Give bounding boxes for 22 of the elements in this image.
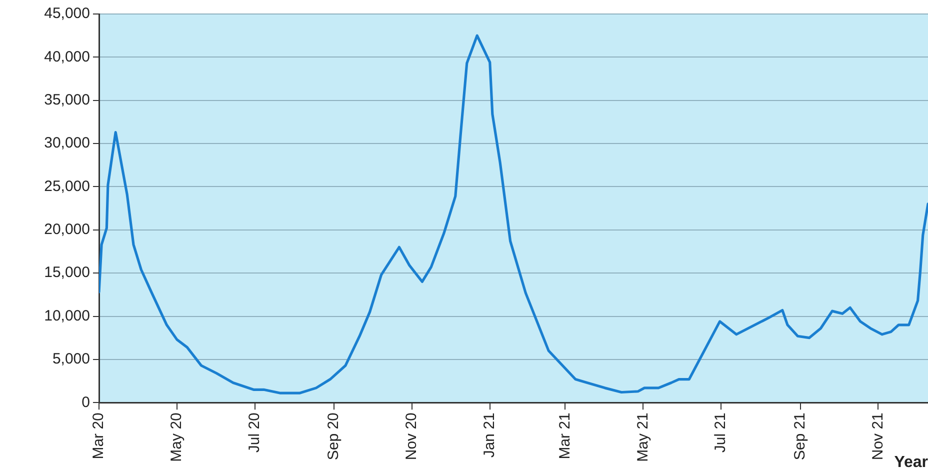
x-tick-label: Jul 20: [246, 412, 263, 453]
x-tick-label: Sep 20: [325, 412, 342, 460]
x-tick-label: Mar 21: [556, 412, 574, 460]
y-tick-label: 30,000: [44, 134, 90, 152]
x-tick-label: May 20: [168, 412, 186, 462]
y-tick-label: 25,000: [44, 178, 90, 195]
x-tick-label: Nov 20: [403, 412, 420, 460]
y-tick-label: 40,000: [44, 48, 90, 66]
x-tick-label: Nov 21: [869, 412, 886, 460]
y-tick-label: 10,000: [44, 307, 90, 324]
y-tick-label: 45,000: [44, 5, 90, 22]
x-tick-label: Sep 21: [791, 412, 808, 460]
y-tick-label: 0: [82, 394, 90, 411]
x-axis-title: Year: [894, 454, 928, 471]
y-tick-label: 5,000: [52, 350, 90, 368]
x-tick-label: May 21: [634, 412, 652, 462]
x-tick-label: Jul 21: [712, 412, 730, 453]
x-tick-label: Jan 21: [481, 412, 498, 458]
x-tick-label: Mar 20: [90, 412, 108, 460]
y-tick-label: 35,000: [44, 92, 90, 108]
y-tick-label: 15,000: [44, 264, 90, 282]
y-tick-label: 20,000: [44, 221, 90, 238]
